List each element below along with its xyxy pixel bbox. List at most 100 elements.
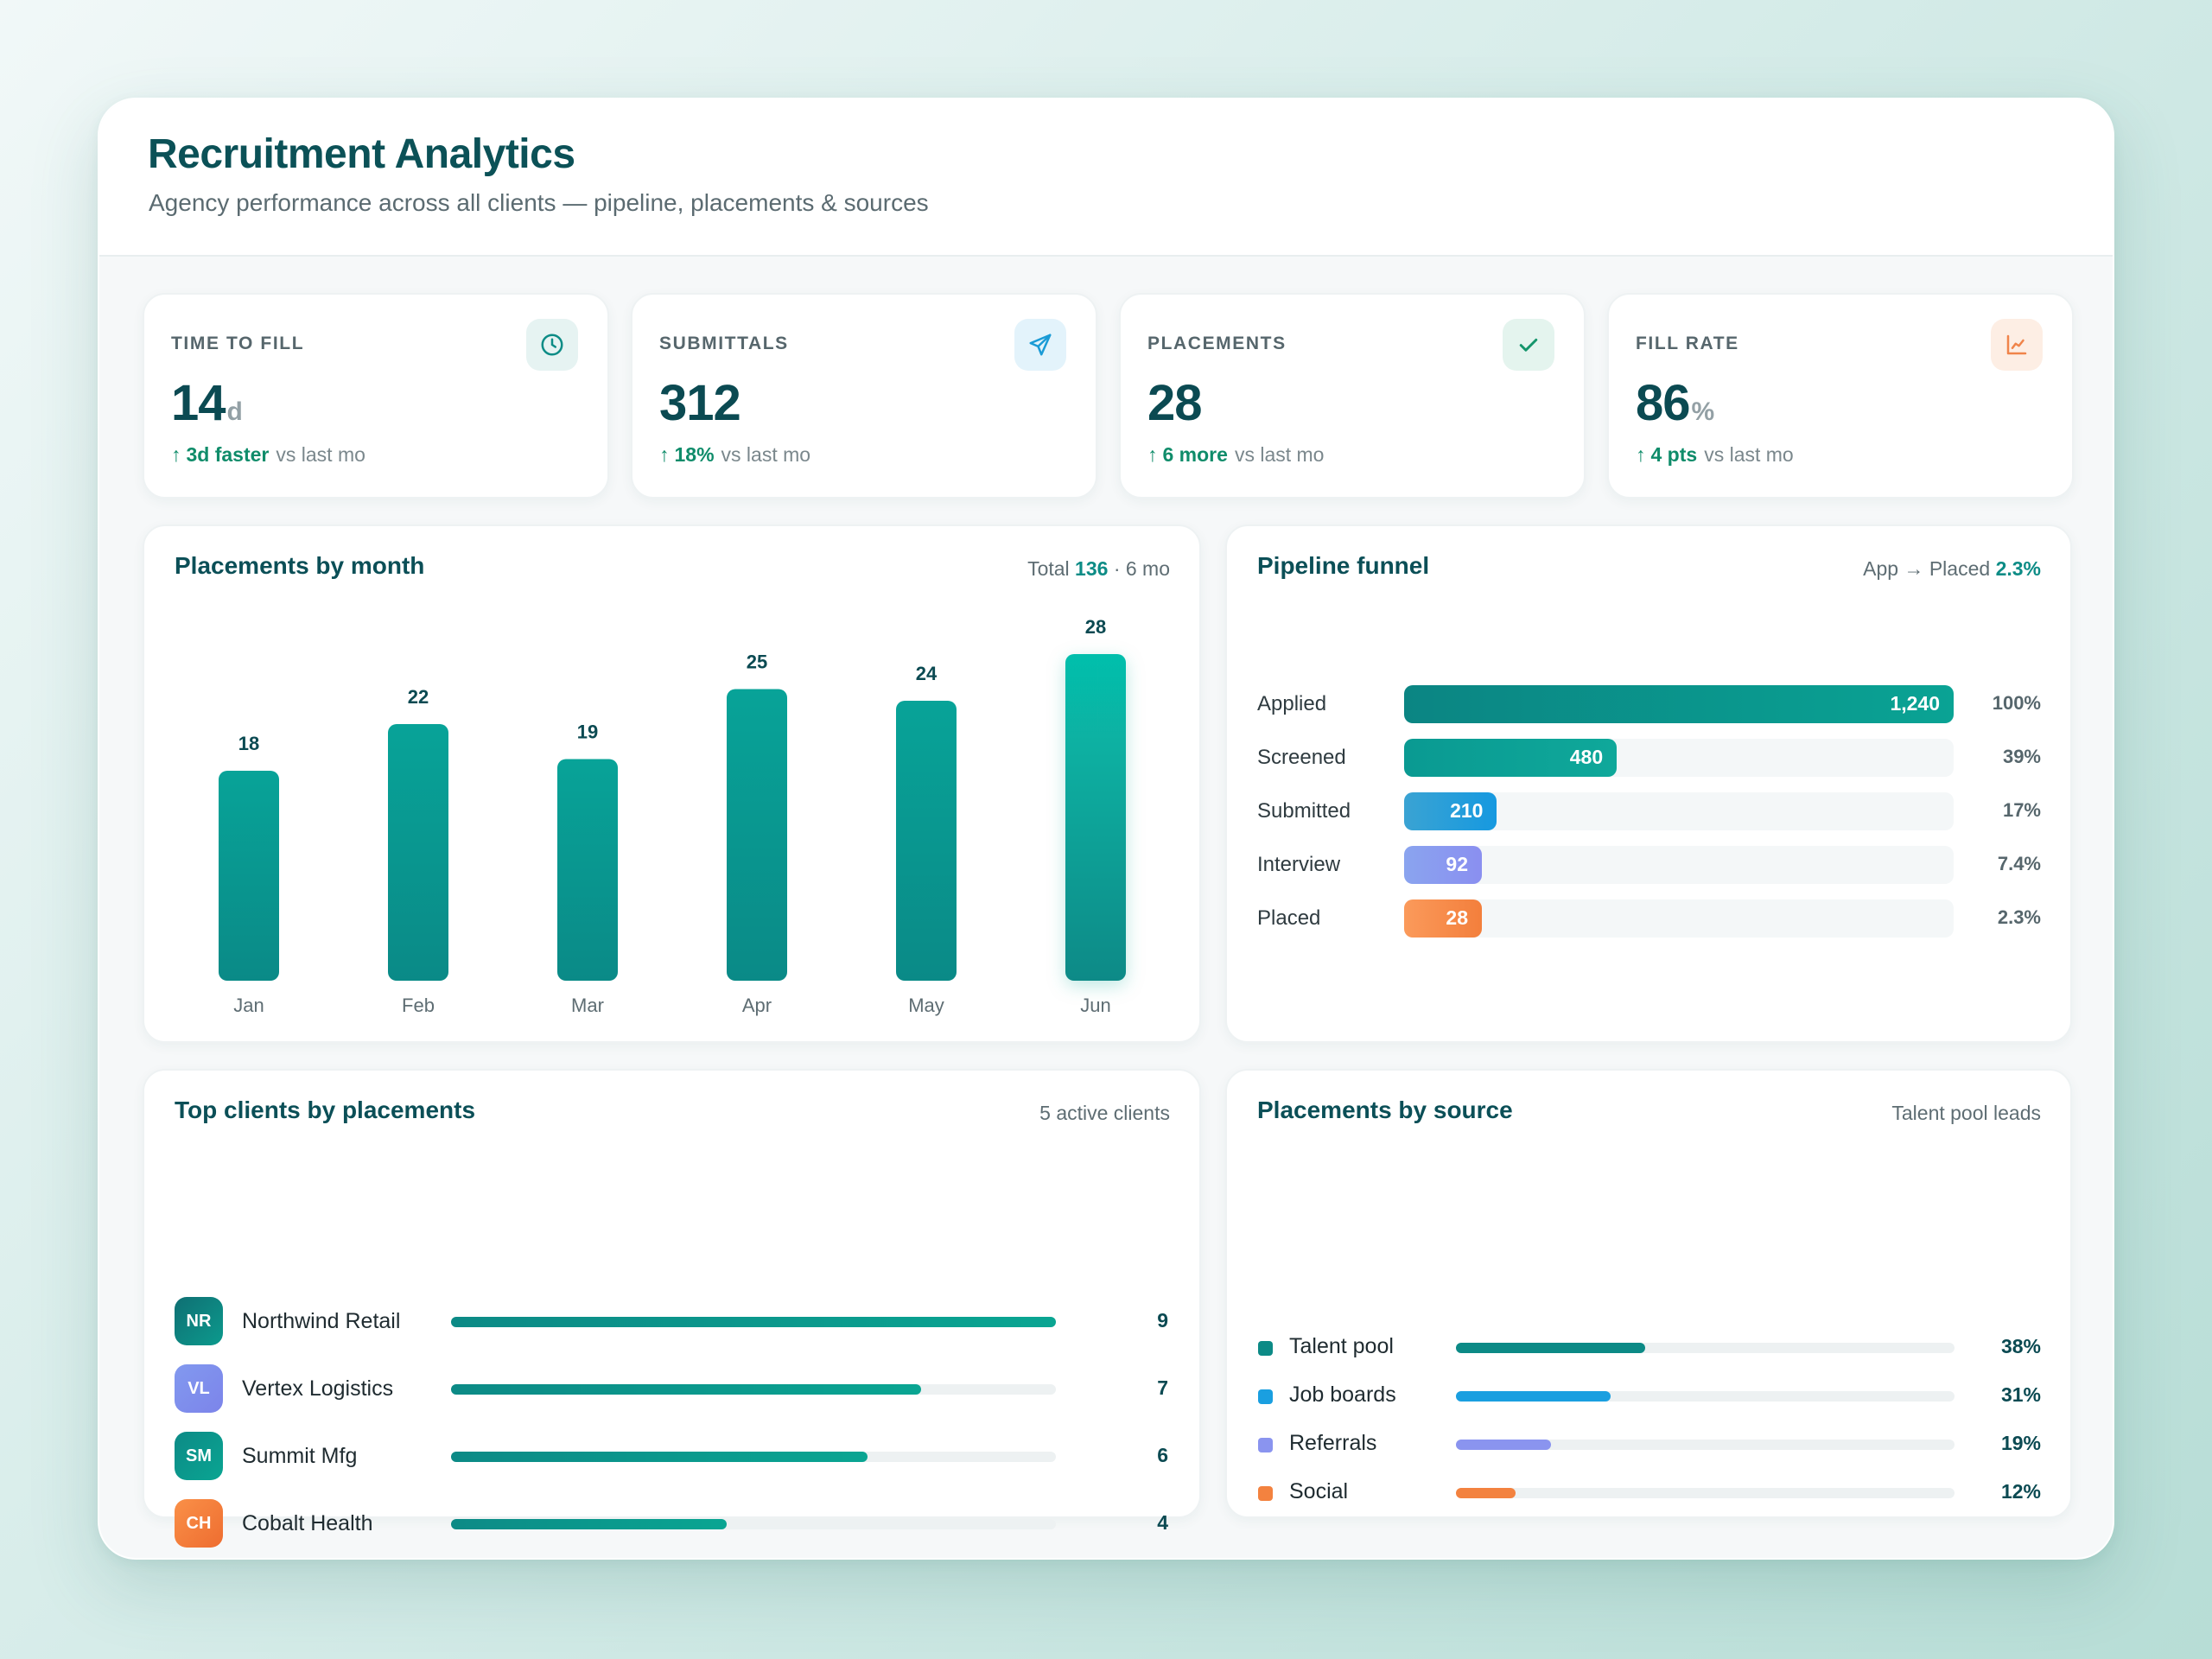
client-row[interactable]: NR Northwind Retail 9 xyxy=(144,1297,1199,1345)
client-count: 4 xyxy=(1157,1511,1168,1534)
check-icon xyxy=(1503,319,1554,371)
client-bar xyxy=(451,1452,868,1462)
source-bar-track xyxy=(1456,1343,1955,1353)
client-count: 6 xyxy=(1157,1444,1168,1466)
kpi-label: PLACEMENTS xyxy=(1147,334,1287,353)
source-bar-track xyxy=(1456,1440,1955,1450)
source-row[interactable]: Social 12% xyxy=(1227,1475,2070,1510)
card-title: Top clients by placements xyxy=(175,1096,476,1123)
funnel-bar: 92 xyxy=(1404,846,1482,884)
funnel-row-applied[interactable]: Applied 1,240 100% xyxy=(1227,685,2070,723)
client-avatar: NR xyxy=(175,1297,223,1345)
card-meta: App → Placed 2.3% xyxy=(1863,557,2041,580)
placements-by-source-card: Placements by source Talent pool leads T… xyxy=(1225,1069,2072,1518)
funnel-stage-label: Placed xyxy=(1257,906,1321,930)
bar-apr[interactable] xyxy=(727,689,787,982)
bar-mar[interactable] xyxy=(557,759,618,982)
client-bar xyxy=(451,1519,727,1529)
kpi-label: SUBMITTALS xyxy=(659,334,789,353)
arrow-up-icon: ↑ xyxy=(1147,443,1158,466)
funnel-row-screened[interactable]: Screened 480 39% xyxy=(1227,739,2070,777)
funnel-track: 210 xyxy=(1404,792,1954,830)
line-chart-icon xyxy=(1991,319,2043,371)
kpi-card-submittals[interactable]: SUBMITTALS 312 ↑ 18% vs last mo xyxy=(631,293,1097,499)
top-clients-card: Top clients by placements 5 active clien… xyxy=(143,1069,1201,1548)
source-percent: 38% xyxy=(2000,1335,2041,1357)
source-row[interactable]: Referrals 19% xyxy=(1227,1427,2070,1461)
client-avatar: CH xyxy=(175,1499,223,1548)
funnel-stage-label: Submitted xyxy=(1257,799,1351,823)
kpi-card-time-to-fill[interactable]: TIME TO FILL 14d ↑ 3d faster vs last mo xyxy=(143,293,609,499)
pipeline-funnel-card: Pipeline funnel App → Placed 2.3% Applie… xyxy=(1225,524,2072,1043)
source-bar-track xyxy=(1456,1488,1955,1498)
funnel-percent: 2.3% xyxy=(1997,906,2041,928)
bar-value-label: 24 xyxy=(916,663,938,684)
bar-value-label: 25 xyxy=(747,652,767,673)
kpi-card-placements[interactable]: PLACEMENTS 28 ↑ 6 more vs last mo xyxy=(1119,293,1586,499)
source-bar xyxy=(1456,1440,1551,1450)
source-bar xyxy=(1456,1488,1516,1498)
bar-may[interactable] xyxy=(896,701,957,981)
funnel-track: 28 xyxy=(1404,899,1954,938)
source-percent: 12% xyxy=(2000,1480,2041,1503)
client-bar-track xyxy=(451,1317,1056,1327)
client-bar xyxy=(451,1317,1056,1327)
funnel-count: 480 xyxy=(1569,746,1604,768)
funnel-row-interview[interactable]: Interview 92 7.4% xyxy=(1227,846,2070,884)
funnel-bar: 28 xyxy=(1404,899,1482,938)
page-header: Recruitment Analytics Agency performance… xyxy=(99,99,2113,257)
kpi-delta: ↑ 3d faster vs last mo xyxy=(171,443,365,466)
arrow-up-icon: ↑ xyxy=(171,443,181,466)
card-title: Pipeline funnel xyxy=(1257,552,1430,579)
bar-category-label: Jan xyxy=(233,995,264,1016)
source-row[interactable]: Talent pool 38% xyxy=(1227,1330,2070,1364)
dashboard-frame: Recruitment Analytics Agency performance… xyxy=(98,98,2114,1560)
placements-bar-chart: 18 Jan 22 Feb 19 Mar 25 Apr 24 May 28 Jun xyxy=(219,616,1126,1016)
legend-dot xyxy=(1258,1486,1273,1501)
funnel-count: 28 xyxy=(1446,906,1468,929)
bar-feb[interactable] xyxy=(388,724,448,981)
source-name: Job boards xyxy=(1289,1382,1396,1407)
client-count: 9 xyxy=(1157,1309,1168,1332)
client-row[interactable]: SM Summit Mfg 6 xyxy=(144,1432,1199,1480)
funnel-track: 480 xyxy=(1404,739,1954,777)
arrow-up-icon: ↑ xyxy=(659,443,670,466)
client-bar xyxy=(451,1384,922,1395)
funnel-track: 1,240 xyxy=(1404,685,1954,723)
funnel-bar: 210 xyxy=(1404,792,1497,830)
kpi-value: 14d xyxy=(171,375,243,431)
client-bar-track xyxy=(451,1384,1056,1395)
funnel-row-submitted[interactable]: Submitted 210 17% xyxy=(1227,792,2070,830)
send-icon xyxy=(1014,319,1066,371)
legend-dot xyxy=(1258,1341,1273,1356)
funnel-percent: 7.4% xyxy=(1997,853,2041,874)
client-row[interactable]: CH Cobalt Health 4 xyxy=(144,1499,1199,1548)
card-meta: Talent pool leads xyxy=(1891,1102,2041,1124)
client-avatar: VL xyxy=(175,1364,223,1413)
bar-category-label: May xyxy=(908,995,944,1016)
bar-value-label: 28 xyxy=(1085,616,1106,638)
kpi-delta: ↑ 18% vs last mo xyxy=(659,443,811,466)
funnel-track: 92 xyxy=(1404,846,1954,884)
funnel-row-placed[interactable]: Placed 28 2.3% xyxy=(1227,899,2070,938)
bar-jun[interactable] xyxy=(1065,654,1126,981)
funnel-stage-label: Applied xyxy=(1257,692,1327,715)
kpi-card-fill-rate[interactable]: FILL RATE 86% ↑ 4 pts vs last mo xyxy=(1607,293,2074,499)
funnel-percent: 17% xyxy=(2002,799,2041,821)
client-name: Cobalt Health xyxy=(242,1511,373,1535)
source-bar xyxy=(1456,1391,1611,1402)
client-row[interactable]: VL Vertex Logistics 7 xyxy=(144,1364,1199,1413)
legend-dot xyxy=(1258,1438,1273,1452)
source-row[interactable]: Job boards 31% xyxy=(1227,1378,2070,1413)
source-name: Talent pool xyxy=(1289,1334,1394,1358)
source-bar xyxy=(1456,1343,1646,1353)
bar-category-label: Apr xyxy=(742,995,772,1016)
client-name: Northwind Retail xyxy=(242,1309,401,1333)
bar-category-label: Mar xyxy=(571,995,604,1016)
kpi-delta: ↑ 6 more vs last mo xyxy=(1147,443,1325,466)
card-meta: 5 active clients xyxy=(1039,1102,1170,1124)
source-name: Referrals xyxy=(1289,1431,1377,1455)
bar-category-label: Feb xyxy=(402,995,435,1016)
bar-jan[interactable] xyxy=(219,771,279,981)
client-avatar: SM xyxy=(175,1432,223,1480)
